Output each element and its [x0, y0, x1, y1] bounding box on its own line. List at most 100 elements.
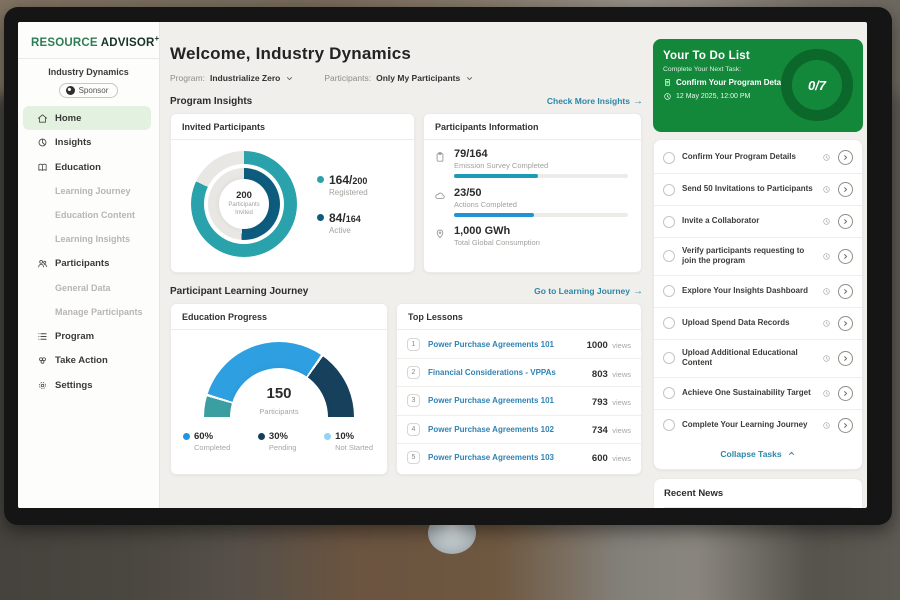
- task-row-confirm-your-program-details[interactable]: Confirm Your Program Details: [654, 142, 862, 173]
- insights-icon: [37, 137, 48, 148]
- task-checkbox[interactable]: [663, 317, 675, 329]
- task-row-complete-your-learning-journey[interactable]: Complete Your Learning Journey: [654, 409, 862, 441]
- donut-legend-item: 84/164 Active: [317, 211, 368, 235]
- sidebar-item-settings[interactable]: Settings: [23, 373, 151, 398]
- lesson-views-count: 1000: [587, 340, 608, 351]
- sidebar-item-general-data[interactable]: General Data: [23, 276, 151, 300]
- monitor-bezel: RESOURCE ADVISOR+ Industry Dynamics Spon…: [4, 7, 892, 525]
- task-row-send-50-invitations-to-participants[interactable]: Send 50 Invitations to Participants: [654, 173, 862, 205]
- task-open-button[interactable]: [838, 284, 853, 299]
- task-checkbox[interactable]: [663, 352, 675, 364]
- top-lessons-list: 1 Power Purchase Agreements 101 1000 vie…: [397, 330, 641, 471]
- task-open-button[interactable]: [838, 418, 853, 433]
- legend-dot: [258, 433, 265, 440]
- sidebar-item-label: Take Action: [55, 355, 108, 366]
- lesson-title-link[interactable]: Power Purchase Agreements 103: [428, 453, 592, 462]
- program-filter-dropdown[interactable]: Program: Industrialize Zero: [170, 73, 294, 83]
- lesson-title-link[interactable]: Financial Considerations - VPPAs: [428, 368, 592, 377]
- sidebar-item-label: Participants: [55, 258, 109, 269]
- legend-value: 60%: [194, 431, 230, 442]
- sidebar: RESOURCE ADVISOR+ Industry Dynamics Spon…: [18, 22, 160, 508]
- todo-tasks-card: Confirm Your Program Details Send 50 Inv…: [653, 139, 863, 470]
- collapse-tasks-link[interactable]: Collapse Tasks: [654, 441, 862, 465]
- lesson-row: 4 Power Purchase Agreements 102 734 view…: [397, 415, 641, 443]
- task-checkbox[interactable]: [663, 285, 675, 297]
- insights-cards-row: Invited Participants 200 Participants In…: [170, 113, 645, 273]
- sidebar-item-manage-participants[interactable]: Manage Participants: [23, 300, 151, 324]
- task-checkbox[interactable]: [663, 250, 675, 262]
- legend-dot: [317, 214, 324, 221]
- task-checkbox[interactable]: [663, 152, 675, 164]
- lesson-title-link[interactable]: Power Purchase Agreements 101: [428, 340, 587, 349]
- app-logo: RESOURCE ADVISOR+: [18, 34, 159, 49]
- task-open-button[interactable]: [838, 214, 853, 229]
- sidebar-item-learning-journey[interactable]: Learning Journey: [23, 179, 151, 203]
- task-label: Send 50 Invitations to Participants: [682, 184, 815, 194]
- recent-news-card: Recent News: [653, 478, 863, 508]
- task-checkbox[interactable]: [663, 419, 675, 431]
- legend-dot: [317, 176, 324, 183]
- document-icon: [663, 78, 672, 87]
- clock-icon: [822, 354, 831, 363]
- gauge-legend-item: 10% Not Started: [324, 431, 373, 452]
- lesson-title-link[interactable]: Power Purchase Agreements 101: [428, 396, 592, 405]
- main-content: Welcome, Industry Dynamics Program: Indu…: [160, 22, 653, 508]
- legend-label: Pending: [269, 443, 297, 452]
- chevron-down-icon: [285, 74, 294, 83]
- sidebar-item-label: Education: [55, 162, 101, 173]
- sidebar-item-home[interactable]: Home: [23, 106, 151, 131]
- program-icon: [37, 331, 48, 342]
- donut-legend-item: 164/200 Registered: [317, 173, 368, 197]
- task-checkbox[interactable]: [663, 216, 675, 228]
- sidebar-item-participants[interactable]: Participants: [23, 251, 151, 276]
- metric-row: 23/50 Actions Completed: [434, 187, 628, 217]
- task-label: Upload Additional Educational Content: [682, 348, 815, 369]
- program-filter-value: Industrialize Zero: [210, 73, 280, 83]
- go-to-learning-journey-link[interactable]: Go to Learning Journey→: [534, 286, 643, 297]
- task-open-button[interactable]: [838, 182, 853, 197]
- task-open-button[interactable]: [838, 150, 853, 165]
- metric-value: 79/164: [454, 148, 628, 160]
- sponsor-badge[interactable]: Sponsor: [59, 83, 119, 98]
- task-row-upload-additional-educational-content[interactable]: Upload Additional Educational Content: [654, 339, 862, 377]
- task-open-button[interactable]: [838, 316, 853, 331]
- legend-value: 84/: [329, 211, 346, 225]
- task-row-achieve-one-sustainability-target[interactable]: Achieve One Sustainability Target: [654, 377, 862, 409]
- task-row-verify-participants-requesting-to-join-the-program[interactable]: Verify participants requesting to join t…: [654, 237, 862, 275]
- task-row-explore-your-insights-dashboard[interactable]: Explore Your Insights Dashboard: [654, 275, 862, 307]
- sidebar-item-label: Learning Journey: [55, 186, 131, 196]
- lesson-views-count: 600: [592, 453, 608, 464]
- lesson-rank: 2: [407, 366, 420, 379]
- consumption-icon: [434, 228, 446, 240]
- sidebar-item-program[interactable]: Program: [23, 324, 151, 349]
- task-row-upload-spend-data-records[interactable]: Upload Spend Data Records: [654, 307, 862, 339]
- participants-filter-dropdown[interactable]: Participants: Only My Participants: [324, 73, 474, 83]
- top-lessons-card: Top Lessons 1 Power Purchase Agreements …: [396, 303, 642, 475]
- sidebar-item-label: Insights: [55, 137, 91, 148]
- task-row-invite-a-collaborator[interactable]: Invite a Collaborator: [654, 205, 862, 237]
- task-checkbox[interactable]: [663, 184, 675, 196]
- legend-dot: [324, 433, 331, 440]
- check-more-insights-link[interactable]: Check More Insights→: [547, 96, 643, 107]
- todo-progress-ring: 0/7: [781, 49, 853, 121]
- clock-icon: [822, 421, 831, 430]
- brand-primary: RESOURCE: [31, 37, 98, 49]
- dashboard-screen: RESOURCE ADVISOR+ Industry Dynamics Spon…: [18, 22, 867, 508]
- sidebar-item-education-content[interactable]: Education Content: [23, 203, 151, 227]
- sidebar-item-learning-insights[interactable]: Learning Insights: [23, 227, 151, 251]
- clock-icon: [822, 217, 831, 226]
- metric-label: Actions Completed: [454, 200, 628, 209]
- task-open-button[interactable]: [838, 351, 853, 366]
- lesson-title-link[interactable]: Power Purchase Agreements 102: [428, 425, 592, 434]
- task-label: Invite a Collaborator: [682, 216, 815, 226]
- invited-participants-donut-chart: 200 Participants Invited: [191, 151, 297, 257]
- task-open-button[interactable]: [838, 249, 853, 264]
- sidebar-item-take-action[interactable]: Take Action: [23, 348, 151, 373]
- brand-plus: +: [155, 34, 160, 43]
- donut-center-label: 200 Participants Invited: [219, 179, 269, 229]
- task-checkbox[interactable]: [663, 387, 675, 399]
- task-open-button[interactable]: [838, 386, 853, 401]
- sidebar-item-insights[interactable]: Insights: [23, 130, 151, 155]
- gauge-legend-item: 60% Completed: [183, 431, 230, 452]
- sidebar-item-education[interactable]: Education: [23, 155, 151, 180]
